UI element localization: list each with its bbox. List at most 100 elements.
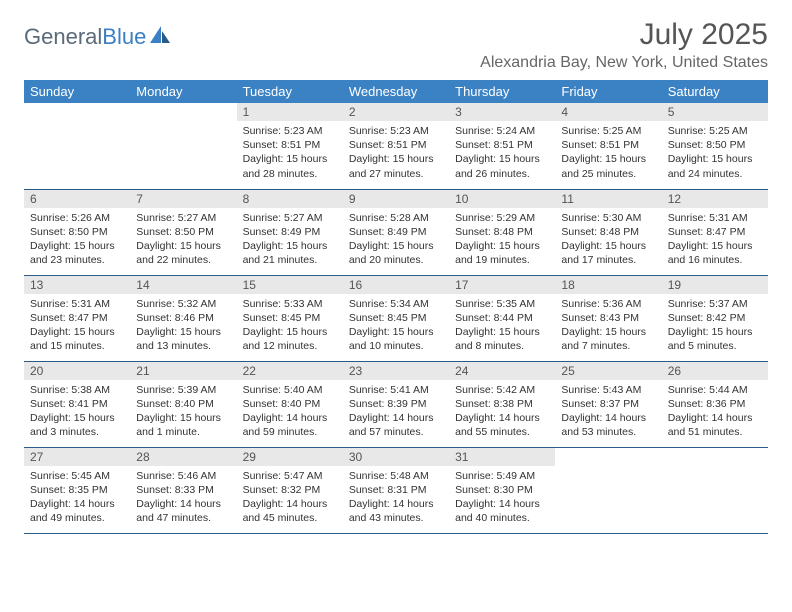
calendar-day-cell: 16Sunrise: 5:34 AMSunset: 8:45 PMDayligh…: [343, 275, 449, 361]
day-content: Sunrise: 5:33 AMSunset: 8:45 PMDaylight:…: [237, 294, 343, 357]
daylight-text: and 19 minutes.: [455, 253, 549, 267]
sunrise-text: Sunrise: 5:41 AM: [349, 383, 443, 397]
daylight-text: Daylight: 15 hours: [455, 239, 549, 253]
sunrise-text: Sunrise: 5:23 AM: [349, 124, 443, 138]
day-number: 10: [449, 190, 555, 208]
sunset-text: Sunset: 8:51 PM: [561, 138, 655, 152]
calendar-day-cell: 20Sunrise: 5:38 AMSunset: 8:41 PMDayligh…: [24, 361, 130, 447]
day-content: Sunrise: 5:37 AMSunset: 8:42 PMDaylight:…: [662, 294, 768, 357]
sunrise-text: Sunrise: 5:46 AM: [136, 469, 230, 483]
day-number: 7: [130, 190, 236, 208]
sunrise-text: Sunrise: 5:27 AM: [243, 211, 337, 225]
weekday-header: Tuesday: [237, 80, 343, 103]
daylight-text: and 15 minutes.: [30, 339, 124, 353]
daylight-text: Daylight: 15 hours: [349, 239, 443, 253]
day-number: 1: [237, 103, 343, 121]
brand-name: GeneralBlue: [24, 24, 146, 50]
sunrise-text: Sunrise: 5:35 AM: [455, 297, 549, 311]
sunrise-text: Sunrise: 5:37 AM: [668, 297, 762, 311]
day-number: 13: [24, 276, 130, 294]
daylight-text: Daylight: 15 hours: [30, 239, 124, 253]
sunset-text: Sunset: 8:51 PM: [243, 138, 337, 152]
sunset-text: Sunset: 8:37 PM: [561, 397, 655, 411]
daylight-text: and 20 minutes.: [349, 253, 443, 267]
sunrise-text: Sunrise: 5:42 AM: [455, 383, 549, 397]
calendar-day-cell: 28Sunrise: 5:46 AMSunset: 8:33 PMDayligh…: [130, 447, 236, 533]
daylight-text: Daylight: 15 hours: [349, 152, 443, 166]
weekday-header: Saturday: [662, 80, 768, 103]
calendar-week-row: 27Sunrise: 5:45 AMSunset: 8:35 PMDayligh…: [24, 447, 768, 533]
day-number: 5: [662, 103, 768, 121]
sunset-text: Sunset: 8:51 PM: [349, 138, 443, 152]
daylight-text: Daylight: 15 hours: [349, 325, 443, 339]
sunrise-text: Sunrise: 5:32 AM: [136, 297, 230, 311]
calendar-day-cell: 6Sunrise: 5:26 AMSunset: 8:50 PMDaylight…: [24, 189, 130, 275]
sunrise-text: Sunrise: 5:24 AM: [455, 124, 549, 138]
sunrise-text: Sunrise: 5:40 AM: [243, 383, 337, 397]
location-text: Alexandria Bay, New York, United States: [480, 54, 768, 72]
sunset-text: Sunset: 8:41 PM: [30, 397, 124, 411]
sunrise-text: Sunrise: 5:43 AM: [561, 383, 655, 397]
calendar-week-row: 13Sunrise: 5:31 AMSunset: 8:47 PMDayligh…: [24, 275, 768, 361]
month-title: July 2025: [480, 18, 768, 52]
daylight-text: and 7 minutes.: [561, 339, 655, 353]
daylight-text: and 49 minutes.: [30, 511, 124, 525]
daylight-text: Daylight: 15 hours: [668, 239, 762, 253]
day-number: 9: [343, 190, 449, 208]
day-number: 22: [237, 362, 343, 380]
calendar-header-row: SundayMondayTuesdayWednesdayThursdayFrid…: [24, 80, 768, 103]
daylight-text: and 57 minutes.: [349, 425, 443, 439]
calendar-day-cell: 31Sunrise: 5:49 AMSunset: 8:30 PMDayligh…: [449, 447, 555, 533]
day-content: Sunrise: 5:25 AMSunset: 8:51 PMDaylight:…: [555, 121, 661, 184]
brand-part1: General: [24, 24, 102, 49]
page-header: GeneralBlue July 2025 Alexandria Bay, Ne…: [24, 18, 768, 72]
day-number: 4: [555, 103, 661, 121]
day-content: Sunrise: 5:27 AMSunset: 8:49 PMDaylight:…: [237, 208, 343, 271]
sunrise-text: Sunrise: 5:39 AM: [136, 383, 230, 397]
daylight-text: and 16 minutes.: [668, 253, 762, 267]
daylight-text: and 3 minutes.: [30, 425, 124, 439]
day-number: 27: [24, 448, 130, 466]
brand-part2: Blue: [102, 24, 146, 49]
weekday-header: Friday: [555, 80, 661, 103]
sunset-text: Sunset: 8:47 PM: [30, 311, 124, 325]
day-number: 29: [237, 448, 343, 466]
day-content: Sunrise: 5:27 AMSunset: 8:50 PMDaylight:…: [130, 208, 236, 271]
day-content: Sunrise: 5:38 AMSunset: 8:41 PMDaylight:…: [24, 380, 130, 443]
daylight-text: Daylight: 14 hours: [243, 411, 337, 425]
sunrise-text: Sunrise: 5:29 AM: [455, 211, 549, 225]
calendar-day-cell: 22Sunrise: 5:40 AMSunset: 8:40 PMDayligh…: [237, 361, 343, 447]
calendar-day-cell: 12Sunrise: 5:31 AMSunset: 8:47 PMDayligh…: [662, 189, 768, 275]
sunset-text: Sunset: 8:31 PM: [349, 483, 443, 497]
sunrise-text: Sunrise: 5:33 AM: [243, 297, 337, 311]
calendar-body: 1Sunrise: 5:23 AMSunset: 8:51 PMDaylight…: [24, 103, 768, 533]
calendar-day-cell: [662, 447, 768, 533]
daylight-text: and 24 minutes.: [668, 167, 762, 181]
daylight-text: Daylight: 14 hours: [561, 411, 655, 425]
day-content: Sunrise: 5:26 AMSunset: 8:50 PMDaylight:…: [24, 208, 130, 271]
day-number: 31: [449, 448, 555, 466]
daylight-text: Daylight: 15 hours: [243, 239, 337, 253]
daylight-text: Daylight: 15 hours: [243, 325, 337, 339]
weekday-header: Sunday: [24, 80, 130, 103]
day-content: Sunrise: 5:23 AMSunset: 8:51 PMDaylight:…: [237, 121, 343, 184]
daylight-text: and 28 minutes.: [243, 167, 337, 181]
sunset-text: Sunset: 8:49 PM: [349, 225, 443, 239]
day-content: Sunrise: 5:44 AMSunset: 8:36 PMDaylight:…: [662, 380, 768, 443]
sunset-text: Sunset: 8:48 PM: [561, 225, 655, 239]
daylight-text: and 27 minutes.: [349, 167, 443, 181]
day-content: Sunrise: 5:32 AMSunset: 8:46 PMDaylight:…: [130, 294, 236, 357]
sunset-text: Sunset: 8:48 PM: [455, 225, 549, 239]
brand-logo: GeneralBlue: [24, 18, 172, 50]
calendar-day-cell: 13Sunrise: 5:31 AMSunset: 8:47 PMDayligh…: [24, 275, 130, 361]
day-content: Sunrise: 5:47 AMSunset: 8:32 PMDaylight:…: [237, 466, 343, 529]
day-number: 24: [449, 362, 555, 380]
daylight-text: and 8 minutes.: [455, 339, 549, 353]
day-content: Sunrise: 5:24 AMSunset: 8:51 PMDaylight:…: [449, 121, 555, 184]
day-content: Sunrise: 5:49 AMSunset: 8:30 PMDaylight:…: [449, 466, 555, 529]
daylight-text: and 55 minutes.: [455, 425, 549, 439]
day-content: Sunrise: 5:46 AMSunset: 8:33 PMDaylight:…: [130, 466, 236, 529]
day-number: 8: [237, 190, 343, 208]
daylight-text: Daylight: 15 hours: [455, 152, 549, 166]
day-content: Sunrise: 5:29 AMSunset: 8:48 PMDaylight:…: [449, 208, 555, 271]
